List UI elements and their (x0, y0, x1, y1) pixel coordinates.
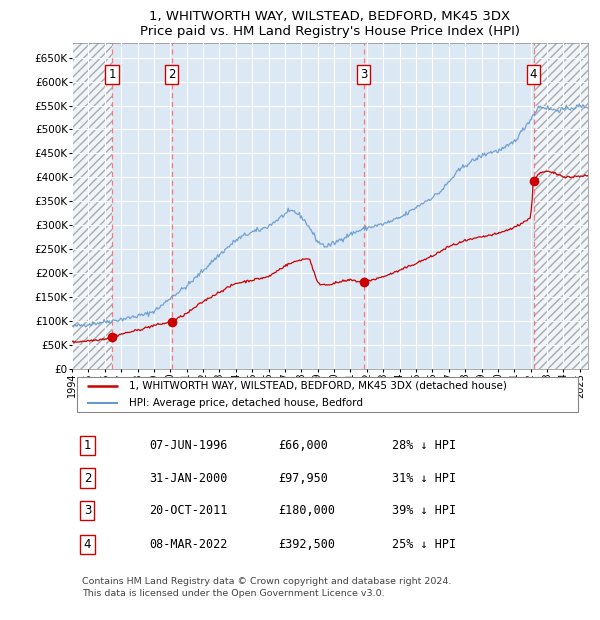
Text: 1: 1 (108, 68, 116, 81)
Text: £66,000: £66,000 (278, 439, 328, 452)
Text: 3: 3 (84, 504, 91, 517)
Text: HPI: Average price, detached house, Bedford: HPI: Average price, detached house, Bedf… (129, 398, 363, 408)
Title: 1, WHITWORTH WAY, WILSTEAD, BEDFORD, MK45 3DX
Price paid vs. HM Land Registry's : 1, WHITWORTH WAY, WILSTEAD, BEDFORD, MK4… (140, 10, 520, 38)
Text: 08-MAR-2022: 08-MAR-2022 (149, 538, 228, 551)
Text: 4: 4 (530, 68, 538, 81)
Text: 07-JUN-1996: 07-JUN-1996 (149, 439, 228, 452)
Text: £97,950: £97,950 (278, 472, 328, 485)
Text: 1: 1 (84, 439, 91, 452)
Text: 4: 4 (84, 538, 91, 551)
Text: 2: 2 (84, 472, 91, 485)
Text: 28% ↓ HPI: 28% ↓ HPI (392, 439, 456, 452)
Bar (72, 43, 112, 368)
Bar (533, 43, 588, 368)
Text: 31-JAN-2000: 31-JAN-2000 (149, 472, 228, 485)
Bar (72, 43, 112, 368)
Text: 2: 2 (168, 68, 175, 81)
Text: 1, WHITWORTH WAY, WILSTEAD, BEDFORD, MK45 3DX (detached house): 1, WHITWORTH WAY, WILSTEAD, BEDFORD, MK4… (129, 381, 506, 391)
Text: 25% ↓ HPI: 25% ↓ HPI (392, 538, 456, 551)
Text: 3: 3 (360, 68, 367, 81)
Text: 20-OCT-2011: 20-OCT-2011 (149, 504, 228, 517)
Text: 39% ↓ HPI: 39% ↓ HPI (392, 504, 456, 517)
Text: 31% ↓ HPI: 31% ↓ HPI (392, 472, 456, 485)
Text: £392,500: £392,500 (278, 538, 335, 551)
Bar (533, 43, 588, 368)
Text: Contains HM Land Registry data © Crown copyright and database right 2024.
This d: Contains HM Land Registry data © Crown c… (82, 577, 452, 598)
Text: £180,000: £180,000 (278, 504, 335, 517)
